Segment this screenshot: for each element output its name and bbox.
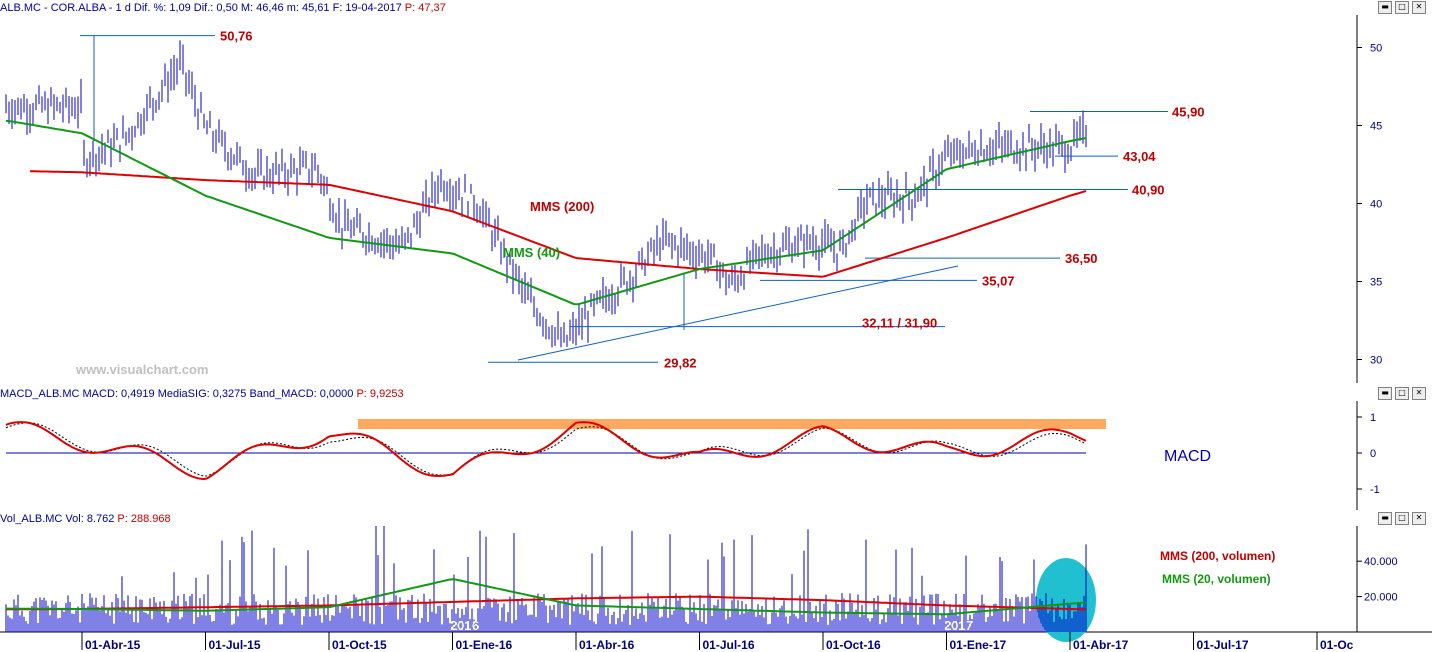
volume-bars <box>5 526 1087 632</box>
minimize-button[interactable]: ▬ <box>1378 1 1392 14</box>
macd-y-tick-label: 1 <box>1370 412 1376 424</box>
volume-header-p: P: 288.968 <box>114 513 171 525</box>
mms200-line <box>29 170 1087 278</box>
year-marker-2017: 2017 <box>944 618 973 633</box>
x-axis-label: 01-Ene-16 <box>456 638 513 652</box>
volume-header-text: Vol_ALB.MC Vol: 8.762 <box>0 513 115 525</box>
price-header-last: P: 47,37 <box>401 2 446 14</box>
macd-y-tick-label: 0 <box>1370 448 1376 460</box>
year-marker-2016: 2016 <box>450 618 479 633</box>
level-label: 50,76 <box>220 29 253 44</box>
x-axis-label: 01-Oct-16 <box>826 638 881 652</box>
price-y-tick-label: 30 <box>1370 355 1382 367</box>
price-header-stats: Dif. %: 1,09 Dif.: 0,50 M: 46,46 m: 45,6… <box>130 2 402 14</box>
price-y-tick-label: 35 <box>1370 277 1382 289</box>
macd-resistance-band <box>358 419 1106 429</box>
volume-mms20-line <box>6 578 1087 616</box>
x-axis-label: 01-Oc <box>1320 638 1354 652</box>
macd-label: MACD <box>1164 448 1211 465</box>
volume-panel-header: Vol_ALB.MC Vol: 8.762 P: 288.968 ▬ □ ✕ <box>0 512 1432 526</box>
macd-window-buttons: ▬ □ ✕ <box>1378 387 1426 400</box>
level-label: 29,82 <box>664 355 697 370</box>
watermark: www.visualchart.com <box>75 362 208 377</box>
x-axis-label: 01-Abr-16 <box>579 638 635 652</box>
volume-close-button[interactable]: ✕ <box>1412 512 1426 525</box>
macd-y-tick-label: -1 <box>1370 484 1380 496</box>
price-chart[interactable]: 50 45 40 35 30 MMS (200) MMS (40) www.visual… <box>0 15 1432 385</box>
x-axis-label: 01-Oct-15 <box>332 638 387 652</box>
mms40-line <box>5 119 1087 306</box>
volume-highlight <box>1036 558 1096 642</box>
macd-close-button[interactable]: ✕ <box>1412 387 1426 400</box>
macd-header-p: P: 9,9253 <box>353 388 404 400</box>
mms200-label: MMS (200) <box>530 199 594 214</box>
price-ohlc-bars <box>5 40 1087 348</box>
macd-chart[interactable]: MACD 1 0 -1 <box>0 401 1432 510</box>
price-window-buttons: ▬ □ ✕ <box>1378 1 1426 14</box>
x-axis-label: 01-Abr-15 <box>85 638 141 652</box>
macd-panel-header: MACD_ALB.MC MACD: 0,4919 MediaSIG: 0,327… <box>0 387 1432 401</box>
level-label: 35,07 <box>982 273 1015 288</box>
macd-maximize-button[interactable]: □ <box>1395 387 1409 400</box>
x-axis-label: 01-Jul-17 <box>1197 638 1249 652</box>
x-axis-label: 01-Jul-16 <box>703 638 755 652</box>
volume-y-tick-label: 40.000 <box>1364 556 1398 568</box>
macd-line <box>5 421 1087 481</box>
level-label: 32,11 / 31,90 <box>862 316 937 331</box>
price-panel-header: ALB.MC - COR.ALBA - 1 d Dif. %: 1,09 Dif… <box>0 1 1432 15</box>
price-y-tick-label: 45 <box>1370 121 1382 133</box>
close-button[interactable]: ✕ <box>1412 1 1426 14</box>
macd-signal-line <box>5 422 1087 477</box>
volume-legend-mms200: MMS (200, volumen) <box>1160 549 1275 563</box>
maximize-button[interactable]: □ <box>1395 1 1409 14</box>
x-axis-label: 01-Abr-17 <box>1073 638 1129 652</box>
mms40-label: MMS (40) <box>503 245 560 260</box>
trendline-support <box>517 265 959 361</box>
volume-window-buttons: ▬ □ ✕ <box>1378 512 1426 525</box>
volume-y-tick-label: 20.000 <box>1364 592 1398 604</box>
volume-minimize-button[interactable]: ▬ <box>1378 512 1392 525</box>
price-y-tick-label: 50 <box>1370 43 1382 55</box>
volume-maximize-button[interactable]: □ <box>1395 512 1409 525</box>
volume-legend-mms20: MMS (20, volumen) <box>1162 572 1271 586</box>
price-header-symbol: ALB.MC - COR.ALBA - 1 d <box>0 2 131 14</box>
level-label: 40,90 <box>1132 182 1165 197</box>
level-label: 43,04 <box>1123 149 1156 164</box>
volume-chart[interactable]: MMS (200, volumen) MMS (20, volumen) 201… <box>0 526 1432 652</box>
x-axis-label: 01-Jul-15 <box>209 638 261 652</box>
level-label: 45,90 <box>1172 104 1205 119</box>
macd-header-text: MACD_ALB.MC MACD: 0,4919 MediaSIG: 0,327… <box>0 388 354 400</box>
price-y-tick-label: 40 <box>1370 199 1382 211</box>
x-axis-label: 01-Ene-17 <box>950 638 1007 652</box>
level-label: 36,50 <box>1065 251 1098 266</box>
macd-minimize-button[interactable]: ▬ <box>1378 387 1392 400</box>
